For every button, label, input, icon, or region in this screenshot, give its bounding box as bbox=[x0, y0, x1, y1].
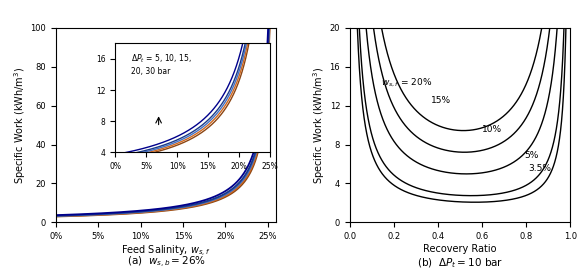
Text: 3.5%: 3.5% bbox=[529, 164, 552, 173]
Text: (b)  $\Delta P_t = 10$ bar: (b) $\Delta P_t = 10$ bar bbox=[417, 256, 503, 270]
Y-axis label: Specific Work (kWh/m$^3$): Specific Work (kWh/m$^3$) bbox=[311, 66, 327, 184]
X-axis label: Feed Salinity, $w_{s,f}$: Feed Salinity, $w_{s,f}$ bbox=[121, 244, 211, 259]
Text: 10%: 10% bbox=[482, 125, 502, 135]
Y-axis label: Specific Work (kWh/m$^3$): Specific Work (kWh/m$^3$) bbox=[12, 66, 28, 184]
Text: 5%: 5% bbox=[524, 151, 539, 160]
Text: 15%: 15% bbox=[432, 96, 452, 105]
Text: $\Delta P_t$ = 5, 10, 15,
20, 30 bar: $\Delta P_t$ = 5, 10, 15, 20, 30 bar bbox=[131, 53, 192, 76]
Text: (a)  $w_{s,b} = 26\%$: (a) $w_{s,b} = 26\%$ bbox=[126, 255, 206, 270]
X-axis label: Recovery Ratio: Recovery Ratio bbox=[423, 244, 497, 254]
Text: $w_{s,f}$ = 20%: $w_{s,f}$ = 20% bbox=[381, 77, 432, 90]
